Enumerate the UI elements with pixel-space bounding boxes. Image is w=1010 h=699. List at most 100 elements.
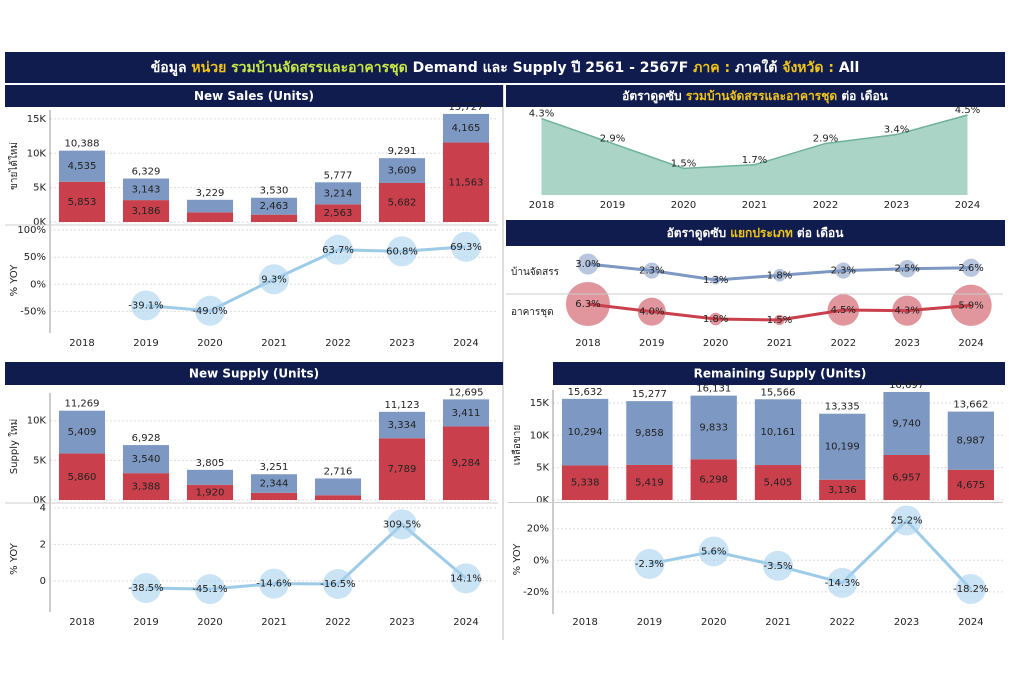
- bar-segment: [947, 469, 994, 500]
- title-part: แยกประเภท: [730, 226, 793, 240]
- total-label: 11,123: [385, 400, 420, 411]
- total-label: 13,335: [825, 402, 860, 413]
- header-part: Demand และ Supply ปี 2561 - 2567F: [408, 60, 693, 76]
- bubble-label: 2.6%: [958, 263, 983, 274]
- bar-segment: [378, 182, 426, 222]
- header-part: จังหวัด :: [782, 60, 834, 76]
- bar-label: 3,609: [388, 166, 417, 177]
- bar-label: 3,136: [828, 485, 857, 496]
- bar-label: 9,833: [699, 422, 728, 433]
- y-tick-label: 5K: [33, 183, 46, 194]
- section-title-bar: [506, 85, 1005, 107]
- bar-label: 5,338: [571, 478, 600, 489]
- yoy-label: 14.1%: [450, 573, 482, 584]
- bar-label: 2,563: [324, 208, 353, 219]
- y-tick-label: 15K: [530, 398, 550, 409]
- title-part: Remaining Supply (Units): [694, 366, 867, 380]
- bar-segment: [314, 478, 362, 496]
- x-tick-label: 2019: [133, 617, 158, 628]
- total-label: 13,662: [953, 400, 988, 411]
- x-tick-label: 2021: [261, 338, 286, 349]
- yoy-point: [387, 509, 417, 540]
- bar-segment: [122, 178, 170, 201]
- title-part: อัตราดูดซับ: [622, 89, 686, 104]
- y-tick-label: 2: [40, 539, 46, 550]
- x-tick-label: 2022: [325, 338, 350, 349]
- y-axis-label: Supply ใหม่: [8, 419, 20, 474]
- section-title-bar: [553, 362, 1005, 385]
- line: [649, 518, 972, 591]
- bar-segment: [626, 464, 673, 500]
- y-tick-label: 50%: [24, 252, 46, 263]
- x-tick-label: 2024: [958, 617, 983, 628]
- bubble: [643, 262, 660, 279]
- line: [145, 522, 467, 591]
- yoy-point: [259, 568, 289, 599]
- bubble-label: 5.9%: [958, 300, 983, 311]
- bubble-label: 4.0%: [639, 307, 664, 318]
- total-label: 5,777: [324, 170, 353, 181]
- total-label: 16,131: [696, 384, 731, 395]
- bubble-label: 4.3%: [895, 306, 920, 317]
- x-tick-label: 2024: [955, 200, 980, 211]
- yoy-point: [451, 231, 481, 262]
- y-tick-label: -20%: [523, 587, 549, 598]
- x-tick-label: 2023: [389, 617, 414, 628]
- bar-segment: [186, 484, 234, 500]
- bar-segment: [378, 158, 426, 183]
- bar-label: 2,344: [260, 479, 289, 490]
- total-label: 15,727: [449, 102, 484, 113]
- bar-segment: [186, 469, 234, 485]
- bar-segment: [314, 182, 362, 205]
- bubble-label: 4.5%: [831, 305, 856, 316]
- bar-segment: [754, 465, 802, 500]
- bubble-label: 1.3%: [703, 275, 728, 286]
- yoy-label: -45.1%: [192, 584, 227, 595]
- x-tick-label: 2022: [831, 338, 856, 349]
- total-label: 3,530: [260, 186, 289, 197]
- title-part: รวมบ้านจัดสรรและอาคารชุด: [686, 89, 838, 104]
- yoy-label: 309.5%: [383, 519, 421, 530]
- x-tick-label: 2022: [830, 617, 855, 628]
- y-axis-label: % YOY: [9, 542, 20, 575]
- header-part: ภาคใต้: [730, 58, 782, 76]
- x-tick-label: 2021: [742, 200, 767, 211]
- yoy-label: -39.1%: [128, 300, 163, 311]
- total-label: 3,229: [196, 188, 225, 199]
- x-tick-label: 2019: [133, 338, 158, 349]
- yoy-label: -3.5%: [763, 561, 792, 572]
- total-label: 11,269: [65, 399, 100, 410]
- y-tick-label: 10K: [27, 148, 47, 159]
- bar-segment: [562, 465, 609, 500]
- area-label: 4.3%: [529, 109, 554, 120]
- bar-segment: [250, 474, 298, 493]
- total-label: 12,695: [449, 387, 484, 398]
- bar-label: 9,858: [635, 428, 664, 439]
- bar-label: 1,920: [196, 487, 225, 498]
- area-fill: [541, 115, 968, 195]
- section-title-bar: [506, 220, 1005, 246]
- yoy-point: [891, 505, 922, 536]
- x-tick-label: 2020: [701, 617, 726, 628]
- yoy-point: [451, 563, 481, 594]
- bubble: [950, 284, 992, 326]
- bar-segment: [186, 199, 234, 213]
- bar-segment: [819, 479, 866, 500]
- bar-label: 5,860: [68, 472, 97, 483]
- yoy-point: [195, 295, 225, 326]
- area-label: 2.9%: [813, 133, 838, 144]
- section-title: อัตราดูดซับ รวมบ้านจัดสรรและอาคารชุด ต่อ…: [622, 89, 889, 104]
- x-tick-label: 2018: [575, 338, 600, 349]
- x-tick-label: 2019: [637, 617, 662, 628]
- yoy-point: [131, 290, 161, 321]
- x-tick-label: 2021: [767, 338, 792, 349]
- bar-segment: [442, 426, 490, 500]
- bar-label: 4,535: [68, 161, 97, 172]
- total-label: 3,251: [260, 462, 289, 473]
- x-tick-label: 2020: [197, 338, 222, 349]
- bubble-label: 2.3%: [831, 266, 856, 277]
- header-title: ข้อมูล หน่วย รวมบ้านจัดสรรและอาคารชุด De…: [151, 58, 860, 76]
- bar-segment: [250, 214, 298, 222]
- line: [541, 114, 968, 170]
- title-part: New Supply (Units): [189, 366, 319, 380]
